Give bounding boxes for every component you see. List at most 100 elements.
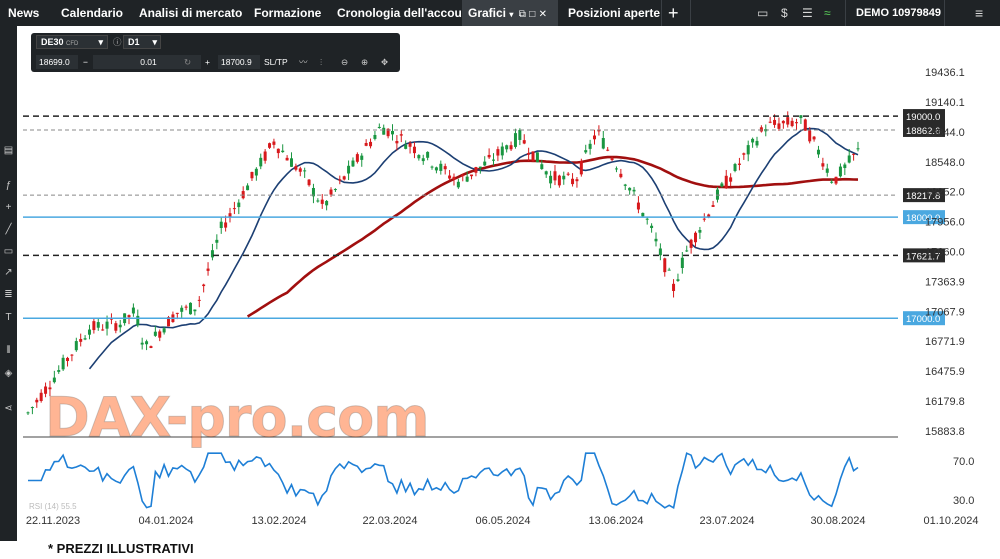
candle-body <box>478 166 482 169</box>
rsi-tick-label: 70.0 <box>953 456 974 468</box>
candle-body <box>215 239 219 243</box>
candle-body <box>158 331 162 338</box>
candle-body <box>44 386 48 394</box>
sltp-button[interactable]: SL/TP <box>264 57 288 67</box>
candle-body <box>443 166 447 170</box>
close-icon[interactable]: ✕ <box>538 9 547 20</box>
candle-body <box>715 189 719 200</box>
panel-icon[interactable]: ▤ <box>3 145 14 156</box>
tab-cronologia-account[interactable]: Cronologia dell'account <box>337 6 474 20</box>
candle-body <box>92 321 96 331</box>
list-icon[interactable]: ☰ <box>802 6 813 20</box>
chart-area[interactable]: 19000.0 18862.6 18217.8 18000.0 17621.7 17000… <box>23 26 1000 541</box>
price-chart[interactable]: 19000.0 18862.6 18217.8 18000.0 17621.7 17000… <box>23 26 1000 541</box>
layout-icon[interactable]: ▭ <box>757 6 769 20</box>
move-icon[interactable]: ✥ <box>381 57 389 67</box>
candle-body <box>751 138 755 143</box>
indicator-icon[interactable]: ⫶ <box>320 57 323 67</box>
ray-tool-icon[interactable]: ↗ <box>4 267 13 278</box>
date-tick-label: 30.08.2024 <box>810 515 865 527</box>
price-tick-label: 18548.0 <box>925 157 965 169</box>
candle-body <box>707 214 711 217</box>
tab-formazione[interactable]: Formazione <box>254 6 322 20</box>
candle-body <box>101 329 105 331</box>
candle-body <box>566 173 570 175</box>
date-axis: 22.11.2023 04.01.2024 13.02.2024 22.03.2024… <box>26 515 979 527</box>
candle-body <box>87 329 91 335</box>
tab-calendario[interactable]: Calendario <box>61 6 124 20</box>
zoom-in-icon[interactable]: ⊕ <box>361 57 369 67</box>
candle-body <box>298 168 302 172</box>
candle-body <box>803 119 807 131</box>
candle-body <box>702 218 706 220</box>
candle-body <box>351 160 355 167</box>
candle-body <box>737 163 741 165</box>
candle-body <box>623 184 627 186</box>
menu-icon[interactable]: ≡ <box>975 5 984 21</box>
info-icon[interactable]: ⓘ <box>113 37 122 47</box>
price-tick-label: 19436.1 <box>925 67 965 79</box>
timeframe-selector[interactable]: D1 ▾ <box>123 35 161 49</box>
restore-window-icon[interactable]: ⧉ <box>518 9 526 20</box>
fibonacci-tool-icon[interactable]: ≣ <box>4 289 13 300</box>
instrument-type: CFD <box>66 41 79 47</box>
price-tick-label: 17660.0 <box>925 246 965 258</box>
candle-body <box>30 407 34 409</box>
reset-icon[interactable]: ↻ <box>184 57 192 67</box>
candle-body <box>333 189 337 191</box>
candle-body <box>404 144 408 149</box>
chevron-down-icon[interactable]: ▾ <box>509 10 514 19</box>
tab-posizioni-aperte[interactable]: Posizioni aperte <box>568 6 661 20</box>
tab-grafici[interactable]: Grafici ▾ ⧉ □ ✕ <box>462 0 557 26</box>
zoom-out-icon[interactable]: ⊖ <box>341 57 349 67</box>
dollar-icon[interactable]: $ <box>781 6 788 20</box>
candle-body <box>79 338 83 342</box>
candle-body <box>509 145 513 150</box>
sell-price[interactable]: 18699.0 <box>36 55 78 69</box>
account-info[interactable]: DEMO 10979849 <box>856 0 941 26</box>
price-tick-label: 15883.8 <box>925 426 965 438</box>
candle-body <box>799 115 803 119</box>
decrease-quantity-button[interactable]: − <box>83 57 88 67</box>
candle-body <box>294 166 298 170</box>
moving-average-short <box>88 127 859 370</box>
increase-quantity-button[interactable]: + <box>205 57 210 67</box>
candle-body <box>588 143 592 149</box>
indicators-icon[interactable]: ⫴ <box>6 345 11 356</box>
candle-body <box>202 284 206 287</box>
text-tool-icon[interactable]: T <box>5 312 12 323</box>
function-icon[interactable]: ƒ <box>5 180 12 191</box>
date-tick-label: 04.01.2024 <box>138 515 193 527</box>
line-chart-icon[interactable]: 〰 <box>299 57 308 67</box>
candle-body <box>70 354 74 356</box>
buy-price[interactable]: 18700.9 <box>218 55 260 69</box>
line-tool-icon[interactable]: ╱ <box>5 224 12 235</box>
candle-body <box>259 157 263 167</box>
crosshair-icon[interactable]: + <box>5 202 12 213</box>
quantity-input[interactable]: 0.01 <box>93 55 201 69</box>
layers-icon[interactable]: ◈ <box>4 368 13 379</box>
candle-body <box>175 312 179 314</box>
candle-body <box>553 171 557 181</box>
add-tab-button[interactable]: + <box>668 3 679 23</box>
tab-analisi-di-mercato[interactable]: Analisi di mercato <box>139 6 243 20</box>
candle-body <box>219 221 223 229</box>
candle-body <box>544 171 548 175</box>
candle-body <box>268 143 272 148</box>
candle-body <box>347 165 351 174</box>
candle-body <box>307 179 311 186</box>
tab-news[interactable]: News <box>8 6 40 20</box>
share-icon[interactable]: ⋖ <box>4 403 13 414</box>
candle-body <box>246 185 250 191</box>
price-tick-label: 19140.1 <box>925 97 965 109</box>
maximize-icon[interactable]: □ <box>529 9 536 20</box>
candle-body <box>250 171 254 179</box>
candle-body <box>685 250 689 252</box>
candle-body <box>285 157 289 161</box>
candle-body <box>180 307 184 312</box>
candle-body <box>676 279 680 281</box>
rectangle-tool-icon[interactable]: ▭ <box>3 246 14 257</box>
symbol-selector[interactable]: DE30 CFD ▾ <box>36 35 108 49</box>
candle-body <box>663 258 667 273</box>
candle-body <box>26 412 30 414</box>
